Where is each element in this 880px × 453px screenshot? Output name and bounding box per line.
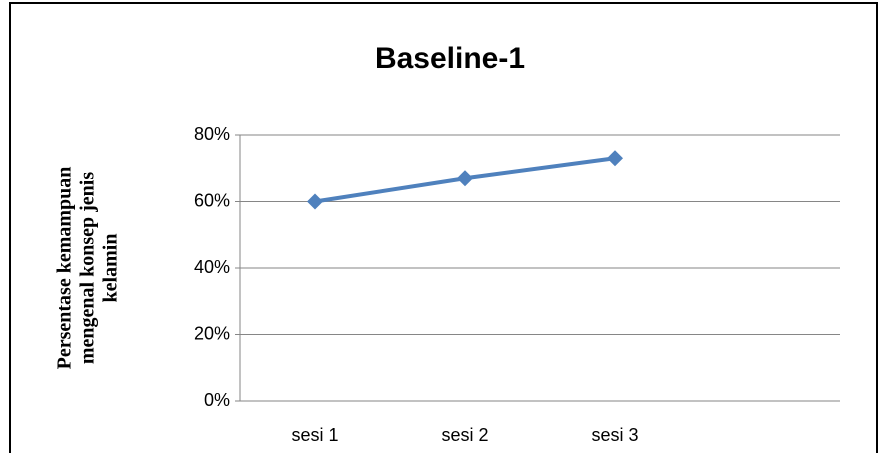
y-tick-label: 60% <box>194 190 230 210</box>
y-axis-title: Persentase kemampuan mengenal konsep jen… <box>54 167 122 370</box>
chart-title: Baseline-1 <box>375 42 525 75</box>
chart-frame <box>9 2 878 453</box>
data-point <box>607 150 623 167</box>
y-tick-label: 0% <box>204 390 230 410</box>
data-point <box>307 193 323 210</box>
y-axis-title-line: mengenal konsep jenis <box>77 172 99 364</box>
y-tick-label: 40% <box>194 257 230 277</box>
y-axis-title-line: Persentase kemampuan <box>54 167 76 370</box>
y-axis-title-line: kelamin <box>100 234 122 303</box>
x-tick-label: sesi 1 <box>291 425 338 445</box>
y-tick-label: 20% <box>194 323 230 343</box>
y-tick-label: 80% <box>194 124 230 144</box>
x-tick-label: sesi 3 <box>591 425 638 445</box>
x-tick-label: sesi 2 <box>441 425 488 445</box>
data-point <box>457 170 473 187</box>
